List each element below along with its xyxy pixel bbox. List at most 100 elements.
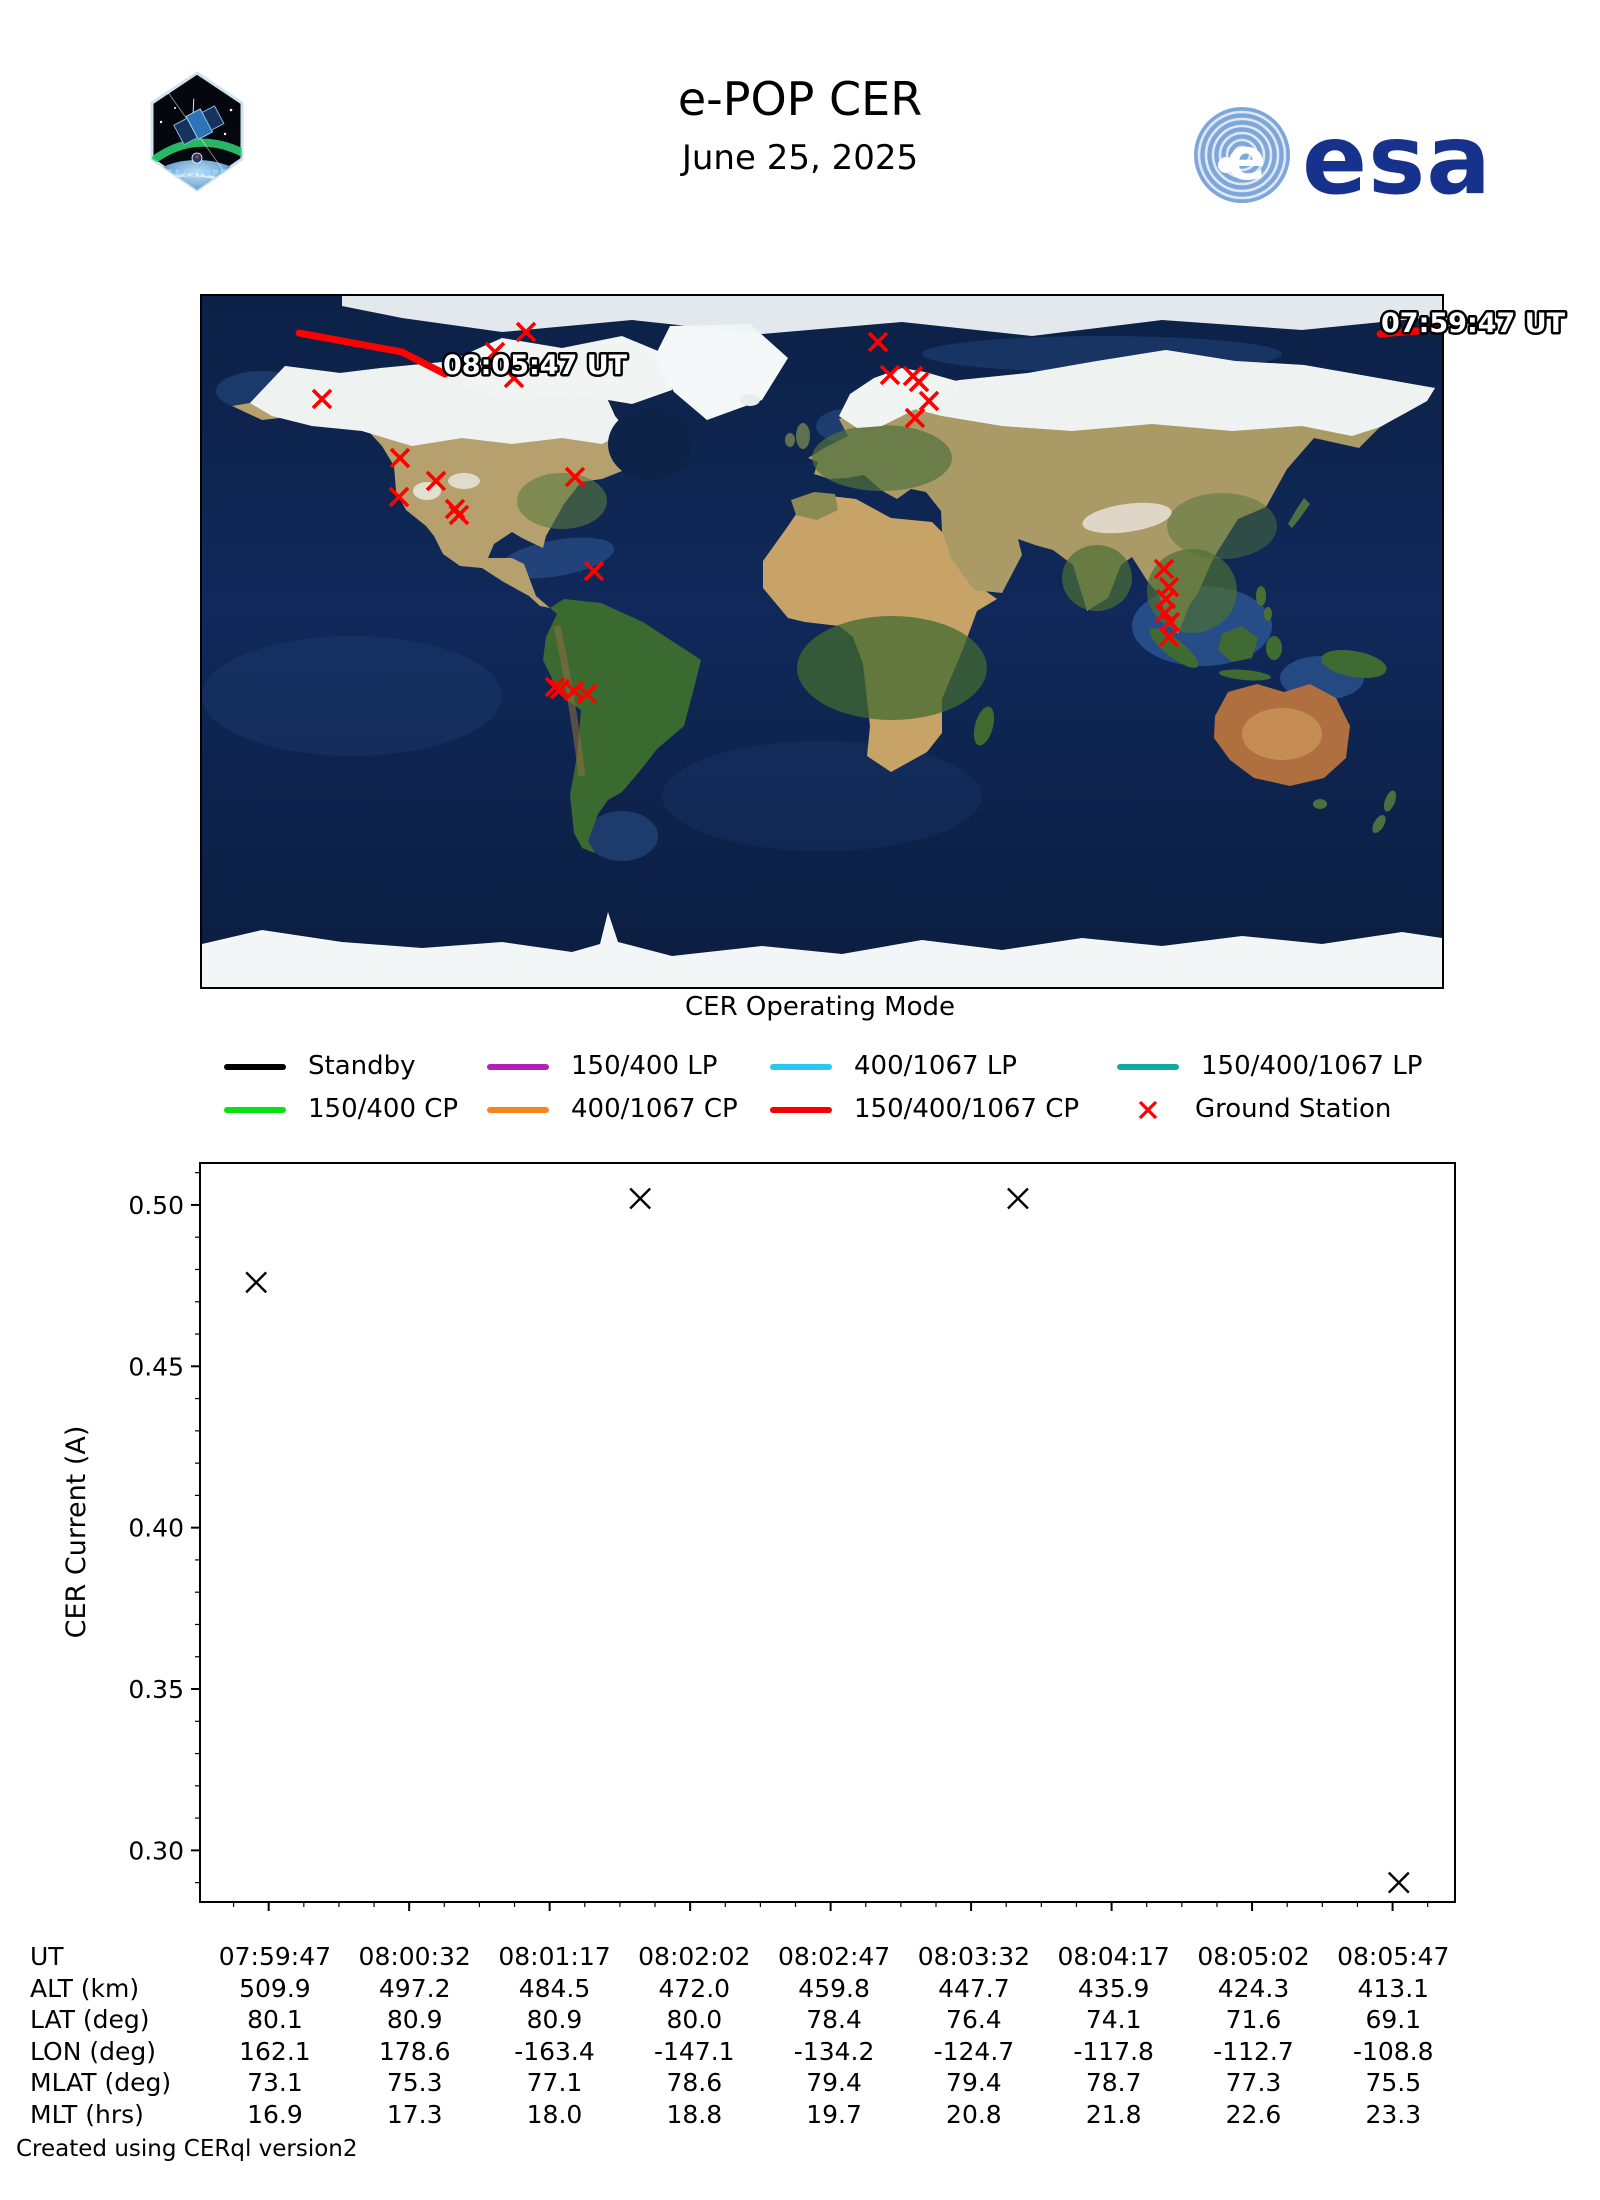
standby-line-swatch [224, 1063, 286, 1070]
plot-frame [199, 1162, 1456, 1903]
table-cell: 472.0 [658, 1973, 731, 2003]
table-cell: 18.0 [526, 2099, 583, 2129]
table-cell: 08:01:17 [498, 1942, 611, 1971]
table-cell: 73.1 [247, 2068, 303, 2098]
legend-item-400-1067-lp: 400/1067 LP [770, 1049, 1017, 1083]
table-cell: 435.9 [1077, 1973, 1150, 2003]
table-cell: 80.9 [526, 2005, 583, 2035]
table-cell: 77.3 [1225, 2068, 1282, 2098]
table-cell: 79.4 [806, 2068, 862, 2098]
legend-label: 150/400 CP [308, 1094, 459, 1124]
table-cell: 18.8 [666, 2099, 723, 2129]
track-segment [295, 329, 449, 378]
scatter-point [1387, 1871, 1410, 1894]
table-cell: -117.8 [1073, 2036, 1154, 2066]
table-cell: 424.3 [1217, 1973, 1290, 2003]
table-row-label: MLT (hrs) [30, 2099, 144, 2129]
legend-label: 150/400 LP [571, 1051, 718, 1081]
table-cell: 509.9 [239, 1973, 311, 2003]
track-start-time-label: 07:59:47 UT [1381, 308, 1566, 339]
table-cell: -124.7 [933, 2036, 1015, 2066]
150-400-1067-cp-line-swatch [770, 1106, 832, 1113]
ground-station-marker [1153, 558, 1175, 580]
footer-credit: Created using CERql version2 [16, 2136, 358, 2162]
table-cell: 08:02:47 [777, 1942, 891, 1971]
ground-station-marker [448, 504, 470, 526]
world-map: 07:59:47 UT 08:05:47 UT [200, 294, 1568, 989]
table-cell: -108.8 [1352, 2036, 1434, 2066]
table-cell: 162.1 [239, 2036, 311, 2066]
table-cell: 80.0 [666, 2005, 723, 2035]
table-cell: 78.6 [666, 2068, 723, 2098]
ground-station-marker [503, 367, 525, 389]
ground-station-marker [1158, 626, 1180, 648]
esa-logo: e esa [1194, 104, 1492, 215]
ground-station-marker [515, 321, 537, 343]
table-cell: 459.8 [798, 1973, 870, 2003]
400-1067-cp-line-swatch [487, 1106, 549, 1113]
y-axis-label: CER Current (A) [61, 1426, 92, 1639]
table-row-label: ALT (km) [30, 1973, 140, 2003]
satellite-track [295, 325, 1446, 378]
data-points [245, 1187, 1410, 1894]
scatter-point [1007, 1187, 1029, 1210]
table-cell: 69.1 [1365, 2005, 1422, 2035]
table-cell: 413.1 [1357, 1973, 1430, 2003]
table-cell: 484.5 [518, 1973, 591, 2003]
table-cell: -112.7 [1213, 2036, 1294, 2066]
antarctica [202, 912, 1442, 987]
table-cell: 74.1 [1085, 2005, 1142, 2035]
table-cell: 497.2 [378, 1973, 451, 2003]
table-cell: 80.1 [247, 2005, 303, 2035]
table-cell: 08:05:02 [1197, 1942, 1310, 1971]
legend-item-150-400-1067-lp: 150/400/1067 LP [1117, 1049, 1422, 1083]
table-cell: 08:05:47 [1337, 1942, 1450, 1971]
legend-label: 150/400/1067 LP [1201, 1051, 1423, 1081]
ground-station-marker [564, 466, 586, 488]
ground-station-marker [425, 470, 447, 492]
150-400-cp-line-swatch [224, 1106, 286, 1113]
track-end-time-label: 08:05:47 UT [443, 350, 628, 381]
legend-label: Ground Station [1195, 1094, 1392, 1124]
150-400-lp-line-swatch [487, 1063, 549, 1070]
ground-station-marker [1158, 576, 1180, 598]
ground-station-marker [918, 390, 940, 412]
150-400-1067-lp-line-swatch [1117, 1063, 1179, 1070]
legend-item-standby: Standby [224, 1049, 416, 1083]
table-row-label: LAT (deg) [30, 2005, 150, 2035]
ground-station-marker [544, 676, 566, 698]
continents [202, 296, 1442, 987]
table-cell: -134.2 [793, 2036, 875, 2066]
table-cell: -163.4 [514, 2036, 595, 2066]
page-date: June 25, 2025 [681, 138, 919, 178]
ground-station-marker [311, 388, 333, 410]
ground-station-marker [904, 407, 926, 429]
cassiope-mission-patch: CASSIOPE [150, 71, 244, 192]
ground-station-marker [484, 341, 506, 363]
table-cell: 178.6 [378, 2036, 451, 2066]
patch-satellite [173, 98, 225, 146]
cer-current-plot: CER Current (A) 0.30 0.35 0.40 0.45 0.50 [61, 1162, 1456, 1911]
table-cell: 75.3 [386, 2068, 443, 2098]
legend-item-150-400-lp: 150/400 LP [487, 1049, 717, 1083]
ground-station-marker [879, 364, 901, 386]
scatter-point [629, 1187, 652, 1210]
table-cell: 08:03:32 [917, 1942, 1031, 1971]
table-cell: 71.6 [1225, 2005, 1282, 2035]
ground-station-marker [867, 331, 889, 353]
legend-label: 150/400/1067 CP [854, 1094, 1080, 1124]
table-cell: 75.5 [1365, 2068, 1422, 2098]
table-cell: 23.3 [1365, 2099, 1422, 2129]
table-cell: 08:04:17 [1057, 1942, 1170, 1971]
legend-item-150-400-cp: 150/400 CP [224, 1092, 458, 1126]
table-cell: 21.8 [1085, 2099, 1142, 2129]
esa-wordmark: esa [1302, 104, 1492, 215]
table-row-label: UT [30, 1942, 64, 1971]
table-cell: 17.3 [386, 2099, 443, 2129]
table-cell: 447.7 [938, 1973, 1010, 2003]
legend-item-150-400-1067-cp: 150/400/1067 CP [770, 1092, 1079, 1126]
legend-label: 400/1067 CP [571, 1094, 738, 1124]
patch-mission-name: CASSIOPE [166, 169, 228, 179]
y-tick-label: 0.45 [128, 1352, 184, 1381]
ground-station-marker [583, 560, 605, 582]
